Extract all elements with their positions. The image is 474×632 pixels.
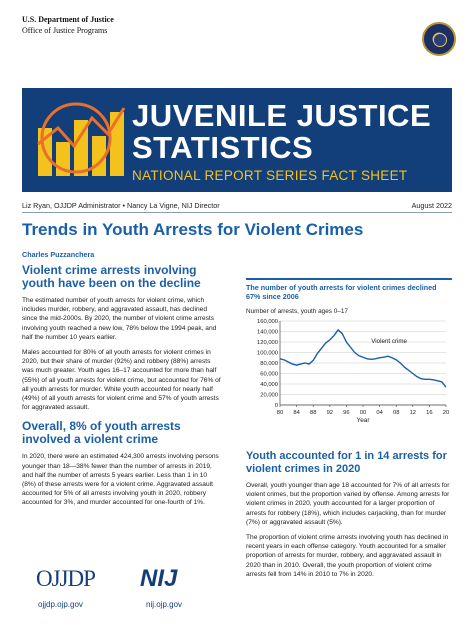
y-tick-label: 20,000 xyxy=(260,393,278,399)
nij-logo: NIJ xyxy=(140,565,178,592)
chart-box: Number of arrests, youth ages 0–17 0 20,00… xyxy=(246,305,452,425)
y-tick-label: 100,000 xyxy=(257,351,278,357)
page-title: Trends in Youth Arrests for Violent Crim… xyxy=(22,220,364,239)
statistics-logo-icon xyxy=(37,102,126,176)
x-tick-label: 92 xyxy=(327,410,333,416)
y-tick-label: 0 xyxy=(275,403,278,409)
x-tick-label: 00 xyxy=(360,410,366,416)
x-axis-label: Year xyxy=(357,417,371,424)
ojjdp-link[interactable]: ojjdp.ojp.gov xyxy=(38,600,83,609)
arrests-line-chart: Number of arrests, youth ages 0–17 0 20,00… xyxy=(246,308,449,424)
publication-date: August 2022 xyxy=(411,201,452,210)
banner-title-line2: STATISTICS xyxy=(132,130,314,165)
department-name: U.S. Department of Justice xyxy=(22,15,114,24)
y-tick-label: 40,000 xyxy=(260,382,278,388)
paragraph-males: Males accounted for 80% of all youth arr… xyxy=(22,349,221,412)
section-heading-overall: Overall, 8% of youth arrests involved a … xyxy=(22,419,181,447)
section-heading-decline: Violent crime arrests involving youth ha… xyxy=(22,263,201,290)
x-tick-label: 88 xyxy=(310,410,316,416)
x-tick-label: 16 xyxy=(426,410,432,416)
doj-seal-icon xyxy=(422,22,456,56)
x-tick-label: 80 xyxy=(277,410,283,416)
byline: Liz Ryan, OJJDP Administrator • Nancy La… xyxy=(22,201,452,210)
agency-header: U.S. Department of Justice Office of Jus… xyxy=(22,14,114,36)
right-column-text: Youth accounted for 1 in 14 arrests for … xyxy=(246,450,452,579)
chart-panel: The number of youth arrests for violent … xyxy=(246,278,452,425)
y-tick-label: 160,000 xyxy=(257,319,278,325)
nij-link[interactable]: nij.ojp.gov xyxy=(146,600,183,609)
banner-title-line1: JUVENILE JUSTICE xyxy=(132,98,432,133)
paragraph-proportion: The proportion of violent crime arrests … xyxy=(246,534,449,578)
title-banner: JUVENILE JUSTICE STATISTICS NATIONAL REP… xyxy=(22,88,452,192)
y-tick-label: 80,000 xyxy=(260,361,278,367)
x-tick-label: 96 xyxy=(343,410,349,416)
office-name: Office of Justice Programs xyxy=(22,26,108,35)
x-tick-label: 20 xyxy=(443,410,449,416)
footer-logos: OJJDP NIJ ojjdp.ojp.gov nij.ojp.gov xyxy=(28,565,228,626)
paragraph-youth-share: Overall, youth younger than age 18 accou… xyxy=(246,482,450,526)
x-tick-label: 12 xyxy=(410,410,416,416)
x-tick-label: 84 xyxy=(293,410,300,416)
section-heading-youth-share: Youth accounted for 1 in 14 arrests for … xyxy=(246,450,447,475)
paragraph-decline: The estimated number of youth arrests fo… xyxy=(22,297,217,341)
series-line-violent-crime xyxy=(279,328,447,388)
x-tick-label: 04 xyxy=(376,410,383,416)
paragraph-overall: In 2020, there were an estimated 424,300… xyxy=(22,453,219,507)
y-tick-label: 60,000 xyxy=(260,372,278,378)
y-axis-label: Number of arrests, youth ages 0–17 xyxy=(246,308,348,315)
series-label: Violent crime xyxy=(371,338,407,345)
x-tick-label: 08 xyxy=(393,410,399,416)
y-tick-label: 120,000 xyxy=(257,340,278,346)
chart-top-rule xyxy=(246,278,452,280)
ojjdp-logo: OJJDP xyxy=(36,566,96,591)
banner-subtitle: NATIONAL REPORT SERIES FACT SHEET xyxy=(132,168,408,183)
byline-directors: Liz Ryan, OJJDP Administrator • Nancy La… xyxy=(22,201,220,210)
divider xyxy=(22,212,452,213)
y-tick-label: 140,000 xyxy=(257,330,278,336)
chart-title: The number of youth arrests for violent … xyxy=(246,283,437,301)
author-name: Charles Puzzanchera xyxy=(22,250,95,259)
left-column: Violent crime arrests involving youth ha… xyxy=(22,264,222,508)
